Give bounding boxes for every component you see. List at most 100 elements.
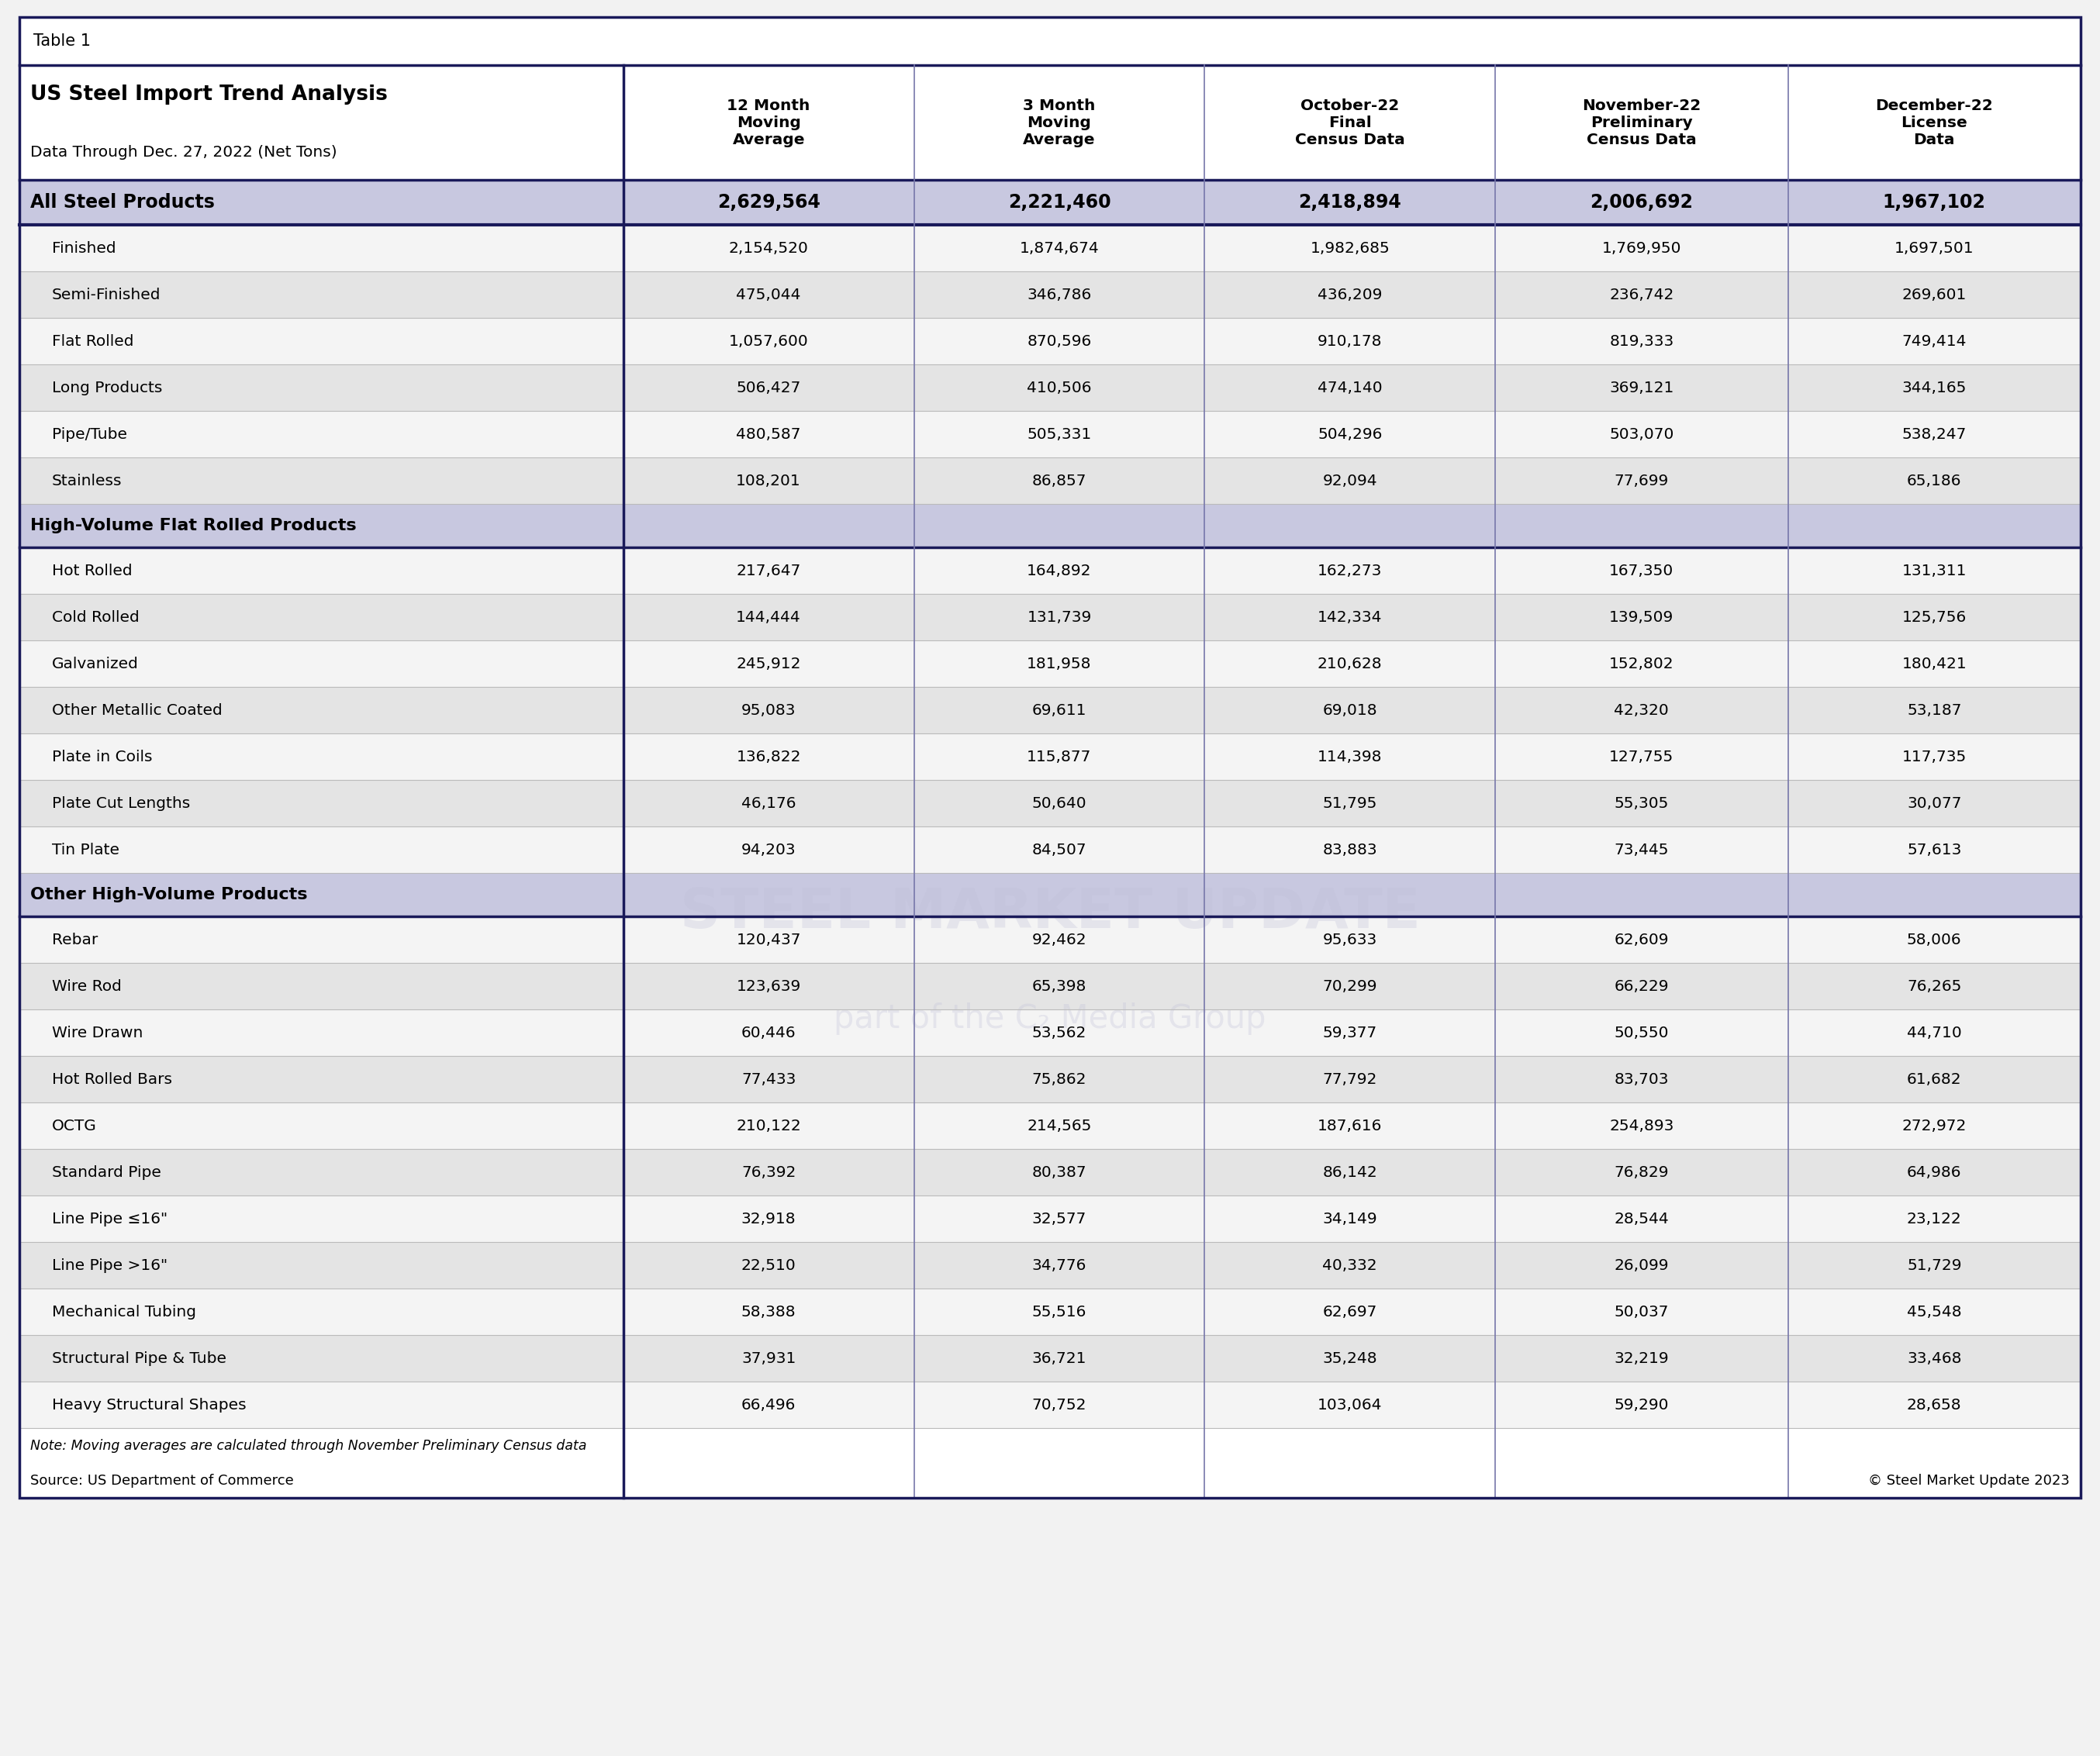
Bar bbox=[19, 1428, 2081, 1465]
Text: 236,742: 236,742 bbox=[1609, 288, 1674, 302]
Text: 2,418,894: 2,418,894 bbox=[1298, 193, 1401, 212]
Text: 1,982,685: 1,982,685 bbox=[1310, 241, 1390, 255]
Text: 131,739: 131,739 bbox=[1027, 609, 1092, 625]
Bar bbox=[19, 1010, 2081, 1055]
Text: 53,562: 53,562 bbox=[1031, 1026, 1086, 1040]
Text: 1,967,102: 1,967,102 bbox=[1884, 193, 1987, 212]
Text: 410,506: 410,506 bbox=[1027, 381, 1092, 395]
Text: 76,265: 76,265 bbox=[1907, 978, 1961, 994]
Text: 480,587: 480,587 bbox=[737, 427, 800, 441]
Bar bbox=[19, 1148, 2081, 1196]
Text: 32,219: 32,219 bbox=[1615, 1350, 1670, 1366]
Text: 167,350: 167,350 bbox=[1609, 564, 1674, 578]
Text: 22,510: 22,510 bbox=[741, 1257, 796, 1273]
Text: Wire Rod: Wire Rod bbox=[52, 978, 122, 994]
Text: 538,247: 538,247 bbox=[1903, 427, 1966, 441]
Bar bbox=[624, 65, 914, 179]
Text: 127,755: 127,755 bbox=[1609, 750, 1674, 764]
Text: 503,070: 503,070 bbox=[1609, 427, 1674, 441]
Text: 245,912: 245,912 bbox=[737, 657, 800, 671]
Bar bbox=[19, 962, 2081, 1010]
Bar bbox=[19, 780, 2081, 827]
Text: October-22
Final
Census Data: October-22 Final Census Data bbox=[1296, 98, 1405, 148]
Text: 59,290: 59,290 bbox=[1615, 1398, 1670, 1412]
Bar bbox=[19, 548, 2081, 594]
Text: 61,682: 61,682 bbox=[1907, 1071, 1961, 1087]
Text: 55,516: 55,516 bbox=[1031, 1305, 1086, 1319]
Text: OCTG: OCTG bbox=[52, 1119, 97, 1133]
Text: 144,444: 144,444 bbox=[737, 609, 800, 625]
Bar bbox=[19, 504, 2081, 548]
Text: 23,122: 23,122 bbox=[1907, 1212, 1961, 1226]
Text: 60,446: 60,446 bbox=[741, 1026, 796, 1040]
Bar bbox=[19, 641, 2081, 687]
Text: 70,299: 70,299 bbox=[1323, 978, 1378, 994]
Text: 34,149: 34,149 bbox=[1323, 1212, 1378, 1226]
Text: 66,496: 66,496 bbox=[741, 1398, 796, 1412]
Text: 73,445: 73,445 bbox=[1615, 843, 1670, 857]
Bar bbox=[19, 18, 2081, 1498]
Text: 86,142: 86,142 bbox=[1323, 1164, 1378, 1180]
Text: Data Through Dec. 27, 2022 (Net Tons): Data Through Dec. 27, 2022 (Net Tons) bbox=[29, 146, 336, 160]
Text: © Steel Market Update 2023: © Steel Market Update 2023 bbox=[1869, 1473, 2071, 1487]
Text: 2,006,692: 2,006,692 bbox=[1590, 193, 1693, 212]
Text: 62,697: 62,697 bbox=[1323, 1305, 1378, 1319]
Text: Plate Cut Lengths: Plate Cut Lengths bbox=[52, 795, 191, 811]
Bar bbox=[19, 1241, 2081, 1289]
Text: 83,703: 83,703 bbox=[1615, 1071, 1670, 1087]
Text: 114,398: 114,398 bbox=[1317, 750, 1382, 764]
Text: 36,721: 36,721 bbox=[1031, 1350, 1086, 1366]
Text: Long Products: Long Products bbox=[52, 381, 162, 395]
Text: 749,414: 749,414 bbox=[1903, 334, 1966, 348]
Bar bbox=[19, 1289, 2081, 1335]
Text: 40,332: 40,332 bbox=[1323, 1257, 1378, 1273]
Text: 254,893: 254,893 bbox=[1609, 1119, 1674, 1133]
Text: 108,201: 108,201 bbox=[737, 474, 800, 488]
Bar bbox=[19, 1335, 2081, 1382]
Text: 59,377: 59,377 bbox=[1323, 1026, 1378, 1040]
Text: 142,334: 142,334 bbox=[1317, 609, 1382, 625]
Text: 50,550: 50,550 bbox=[1615, 1026, 1670, 1040]
Text: Stainless: Stainless bbox=[52, 474, 122, 488]
Bar bbox=[19, 272, 2081, 318]
Bar bbox=[19, 179, 2081, 225]
Bar bbox=[19, 1382, 2081, 1428]
Text: Tin Plate: Tin Plate bbox=[52, 843, 120, 857]
Text: 131,311: 131,311 bbox=[1903, 564, 1966, 578]
Text: 1,874,674: 1,874,674 bbox=[1018, 241, 1098, 255]
Text: 80,387: 80,387 bbox=[1031, 1164, 1086, 1180]
Text: 103,064: 103,064 bbox=[1317, 1398, 1382, 1412]
Text: 115,877: 115,877 bbox=[1027, 750, 1092, 764]
Text: Flat Rolled: Flat Rolled bbox=[52, 334, 134, 348]
Text: 53,187: 53,187 bbox=[1907, 702, 1961, 718]
Text: 139,509: 139,509 bbox=[1609, 609, 1674, 625]
Text: Line Pipe >16": Line Pipe >16" bbox=[52, 1257, 168, 1273]
Bar bbox=[19, 827, 2081, 873]
Text: 819,333: 819,333 bbox=[1609, 334, 1674, 348]
Text: Other High-Volume Products: Other High-Volume Products bbox=[29, 887, 307, 903]
Text: Table 1: Table 1 bbox=[34, 33, 90, 49]
Text: 92,462: 92,462 bbox=[1031, 932, 1086, 946]
Bar bbox=[1787, 65, 2081, 179]
Text: Heavy Structural Shapes: Heavy Structural Shapes bbox=[52, 1398, 246, 1412]
Text: Hot Rolled: Hot Rolled bbox=[52, 564, 132, 578]
Text: Galvanized: Galvanized bbox=[52, 657, 139, 671]
Text: 1,769,950: 1,769,950 bbox=[1602, 241, 1682, 255]
Text: 187,616: 187,616 bbox=[1317, 1119, 1382, 1133]
Text: 870,596: 870,596 bbox=[1027, 334, 1092, 348]
Text: 86,857: 86,857 bbox=[1031, 474, 1086, 488]
Text: December-22
License
Data: December-22 License Data bbox=[1875, 98, 1993, 148]
Text: 2,629,564: 2,629,564 bbox=[716, 193, 821, 212]
Text: 269,601: 269,601 bbox=[1903, 288, 1966, 302]
Text: 64,986: 64,986 bbox=[1907, 1164, 1961, 1180]
Text: 180,421: 180,421 bbox=[1903, 657, 1968, 671]
Bar bbox=[19, 18, 2081, 65]
Text: Wire Drawn: Wire Drawn bbox=[52, 1026, 143, 1040]
Text: 505,331: 505,331 bbox=[1027, 427, 1092, 441]
Text: 69,611: 69,611 bbox=[1031, 702, 1086, 718]
Text: Mechanical Tubing: Mechanical Tubing bbox=[52, 1305, 195, 1319]
Text: 77,699: 77,699 bbox=[1615, 474, 1670, 488]
Text: 217,647: 217,647 bbox=[737, 564, 800, 578]
Text: 475,044: 475,044 bbox=[737, 288, 800, 302]
Text: 70,752: 70,752 bbox=[1031, 1398, 1086, 1412]
